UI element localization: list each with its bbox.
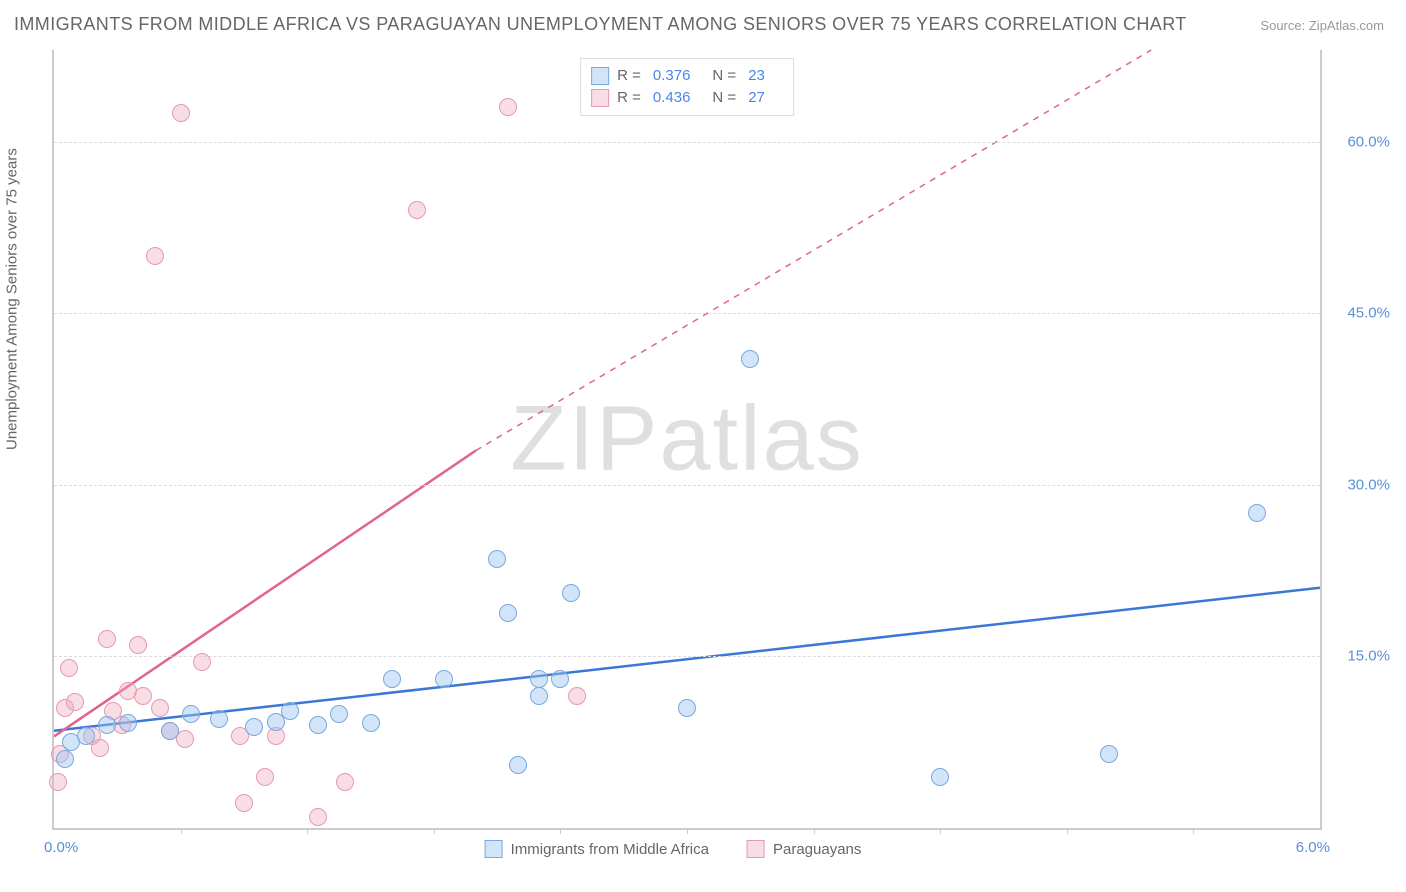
stats-row-series-a: R = 0.376 N = 23 — [591, 65, 779, 87]
chart-container: ZIPatlas R = 0.376 N = 23 R = 0.436 N = … — [52, 50, 1392, 850]
gridline-h — [54, 485, 1320, 486]
stats-row-series-b: R = 0.436 N = 27 — [591, 87, 779, 109]
series-legend: Immigrants from Middle Africa Paraguayan… — [485, 840, 890, 858]
point-series-a — [1100, 745, 1118, 763]
x-tick — [434, 828, 435, 834]
point-series-b — [49, 773, 67, 791]
n-label: N = — [712, 65, 736, 87]
x-tick — [687, 828, 688, 834]
point-series-a — [245, 718, 263, 736]
gridline-h — [54, 313, 1320, 314]
point-series-a — [488, 550, 506, 568]
y-tick-label: 45.0% — [1330, 305, 1390, 322]
point-series-a — [551, 670, 569, 688]
point-series-b — [134, 687, 152, 705]
point-series-a — [1248, 504, 1266, 522]
point-series-a — [383, 670, 401, 688]
point-series-b — [66, 693, 84, 711]
chart-title: IMMIGRANTS FROM MIDDLE AFRICA VS PARAGUA… — [14, 14, 1187, 35]
y-axis-label: Unemployment Among Seniors over 75 years — [4, 148, 21, 450]
r-label: R = — [617, 87, 641, 109]
point-series-a — [330, 705, 348, 723]
x-tick — [181, 828, 182, 834]
point-series-b — [256, 768, 274, 786]
series-a-name: Immigrants from Middle Africa — [511, 841, 709, 858]
point-series-a — [281, 702, 299, 720]
x-axis-min-label: 0.0% — [44, 839, 78, 856]
point-series-a — [678, 699, 696, 717]
gridline-h — [54, 142, 1320, 143]
series-b-r-value: 0.436 — [653, 87, 691, 109]
point-series-b — [336, 773, 354, 791]
x-axis-max-label: 6.0% — [1296, 839, 1330, 856]
point-series-b — [60, 659, 78, 677]
series-b-name: Paraguayans — [773, 841, 861, 858]
point-series-b — [408, 201, 426, 219]
x-tick — [940, 828, 941, 834]
point-series-a — [119, 714, 137, 732]
y-tick-label: 30.0% — [1330, 476, 1390, 493]
point-series-a — [210, 710, 228, 728]
point-series-a — [77, 727, 95, 745]
n-label: N = — [712, 87, 736, 109]
point-series-a — [161, 722, 179, 740]
point-series-a — [56, 750, 74, 768]
point-series-a — [435, 670, 453, 688]
source-value: ZipAtlas.com — [1309, 18, 1384, 33]
point-series-b — [172, 104, 190, 122]
swatch-series-a — [485, 840, 503, 858]
swatch-series-a — [591, 67, 609, 85]
point-series-b — [91, 739, 109, 757]
point-series-b — [151, 699, 169, 717]
point-series-a — [362, 714, 380, 732]
point-series-b — [98, 630, 116, 648]
source-attribution: Source: ZipAtlas.com — [1260, 18, 1384, 33]
point-series-a — [98, 716, 116, 734]
y-tick-label: 60.0% — [1330, 133, 1390, 150]
point-series-b — [568, 687, 586, 705]
series-a-r-value: 0.376 — [653, 65, 691, 87]
point-series-b — [309, 808, 327, 826]
series-a-n-value: 23 — [748, 65, 765, 87]
point-series-b — [499, 98, 517, 116]
stats-legend-box: R = 0.376 N = 23 R = 0.436 N = 27 — [580, 58, 794, 116]
point-series-a — [562, 584, 580, 602]
point-series-a — [530, 670, 548, 688]
point-series-a — [509, 756, 527, 774]
y-tick-label: 15.0% — [1330, 648, 1390, 665]
point-series-a — [309, 716, 327, 734]
trendline — [476, 50, 1151, 450]
series-b-n-value: 27 — [748, 87, 765, 109]
point-series-a — [182, 705, 200, 723]
x-tick — [1193, 828, 1194, 834]
x-tick — [814, 828, 815, 834]
x-tick — [560, 828, 561, 834]
point-series-b — [129, 636, 147, 654]
x-tick — [1067, 828, 1068, 834]
plot-area: ZIPatlas R = 0.376 N = 23 R = 0.436 N = … — [52, 50, 1322, 830]
point-series-a — [530, 687, 548, 705]
point-series-a — [931, 768, 949, 786]
point-series-b — [146, 247, 164, 265]
point-series-a — [741, 350, 759, 368]
r-label: R = — [617, 65, 641, 87]
source-label: Source: — [1260, 18, 1305, 33]
gridline-h — [54, 656, 1320, 657]
point-series-b — [193, 653, 211, 671]
point-series-b — [235, 794, 253, 812]
swatch-series-b — [747, 840, 765, 858]
trendline — [54, 450, 476, 736]
legend-item-series-a: Immigrants from Middle Africa — [485, 840, 709, 858]
x-tick — [307, 828, 308, 834]
legend-item-series-b: Paraguayans — [747, 840, 861, 858]
point-series-a — [499, 604, 517, 622]
swatch-series-b — [591, 89, 609, 107]
